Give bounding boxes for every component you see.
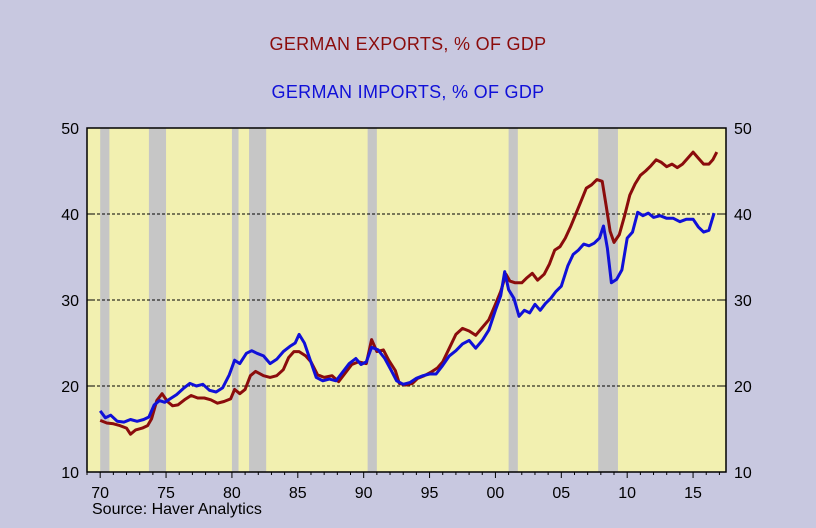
source-note: Source: Haver Analytics: [92, 501, 262, 518]
y-tick-label-right: 50: [734, 121, 752, 138]
y-tick-label-right: 30: [734, 293, 752, 310]
imports-series-line: [99, 210, 716, 424]
axes: 10 10 20 20 30 30 40 40 50 50 70 75 80 85 90 95 00 05 10 15: [61, 121, 752, 502]
x-tick-label: 10: [618, 485, 636, 502]
y-tick-label-left: 40: [61, 207, 79, 224]
recession-band: [231, 128, 239, 472]
y-tick-label-right: 40: [734, 207, 752, 224]
x-tick-label: 75: [157, 485, 175, 502]
x-tick-label: 90: [355, 485, 373, 502]
chart-title-exports: GERMAN EXPORTS, % OF GDP: [269, 34, 547, 54]
chart-title-imports: GERMAN IMPORTS, % OF GDP: [271, 82, 545, 102]
y-tick-label-left: 50: [61, 121, 79, 138]
y-tick-label-left: 30: [61, 293, 79, 310]
x-tick-label: 80: [223, 485, 241, 502]
x-tick-label: 85: [289, 485, 307, 502]
x-tick-label: 00: [487, 485, 505, 502]
x-tick-label: 15: [684, 485, 702, 502]
x-tick-label: 05: [552, 485, 570, 502]
y-tick-label-right: 10: [734, 465, 752, 482]
y-tick-label-left: 10: [61, 465, 79, 482]
series-layer: [99, 150, 719, 436]
x-tick-label: 70: [91, 485, 109, 502]
x-tick-label: 95: [421, 485, 439, 502]
y-tick-label-right: 20: [734, 379, 752, 396]
y-tick-label-left: 20: [61, 379, 79, 396]
